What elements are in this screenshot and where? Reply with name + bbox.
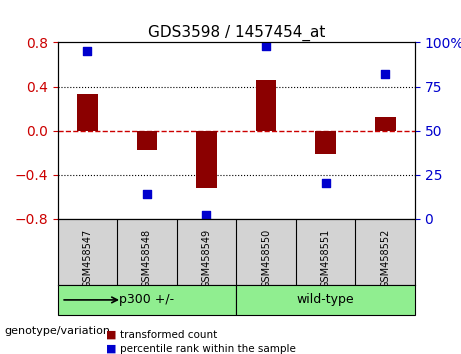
Point (262, 43, 270, 49)
Text: genotype/variation: genotype/variation (5, 326, 111, 336)
Text: transformed count: transformed count (120, 330, 217, 339)
Title: GDS3598 / 1457454_at: GDS3598 / 1457454_at (148, 25, 325, 41)
Point (84, 48, 91, 54)
Text: ■: ■ (106, 344, 117, 354)
Point (322, 181, 329, 186)
Text: ■: ■ (106, 330, 117, 339)
FancyBboxPatch shape (58, 285, 236, 315)
Bar (375, 118, 396, 131)
Text: percentile rank within the sample: percentile rank within the sample (120, 344, 296, 354)
Text: GSM458551: GSM458551 (320, 229, 331, 288)
Point (203, 212, 210, 218)
Bar (77, 94, 98, 131)
Text: GSM458548: GSM458548 (142, 229, 152, 288)
Bar (315, 131, 336, 154)
Bar (136, 131, 157, 150)
Bar (196, 131, 217, 188)
FancyBboxPatch shape (236, 285, 415, 315)
Text: wild-type: wild-type (297, 293, 355, 307)
Text: GSM458550: GSM458550 (261, 229, 271, 288)
Text: p300 +/-: p300 +/- (119, 293, 175, 307)
Point (143, 191, 151, 197)
Text: GSM458552: GSM458552 (380, 229, 390, 288)
Bar (255, 80, 277, 131)
Text: GSM458549: GSM458549 (201, 229, 212, 288)
Text: GSM458547: GSM458547 (83, 229, 92, 288)
Point (381, 72, 389, 77)
